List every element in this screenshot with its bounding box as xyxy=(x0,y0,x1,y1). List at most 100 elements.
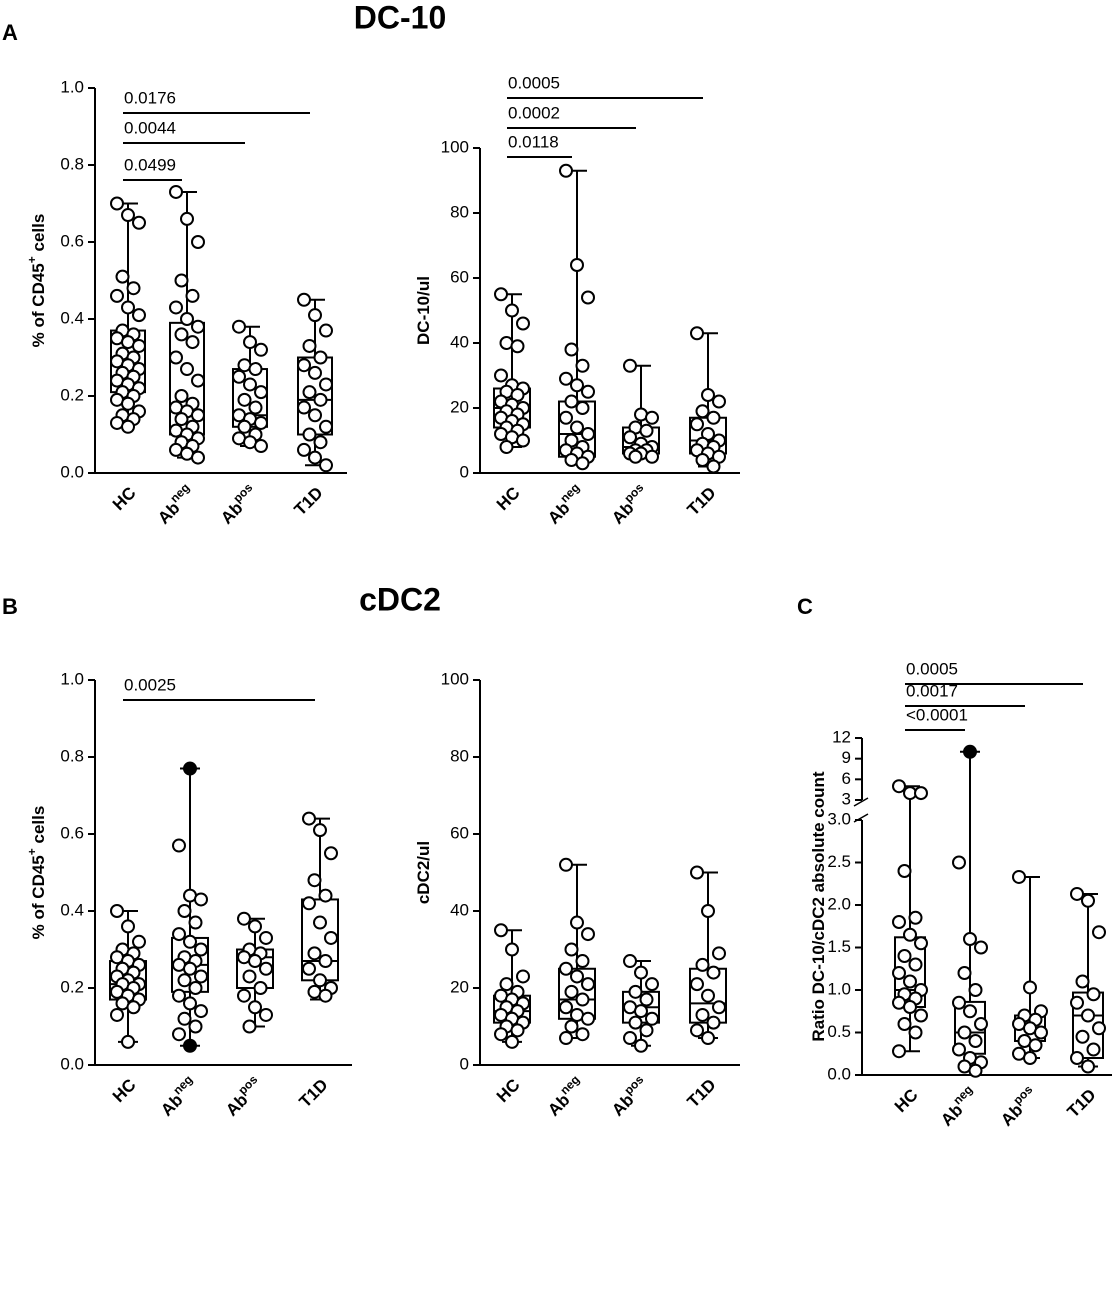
data-point xyxy=(581,977,595,992)
data-point xyxy=(701,904,715,918)
data-point xyxy=(248,362,263,377)
data-point xyxy=(623,358,637,373)
data-point xyxy=(1075,974,1090,989)
data-point-filled xyxy=(183,761,197,776)
significance-label: 0.0499 xyxy=(124,155,176,174)
x-tick-label: T1D xyxy=(1064,1086,1100,1122)
data-point xyxy=(695,1007,710,1022)
data-point xyxy=(308,365,322,380)
y-tick-label: 0 xyxy=(460,1054,469,1073)
data-point xyxy=(191,235,205,249)
data-point xyxy=(185,335,200,350)
data-point xyxy=(564,394,579,409)
data-point xyxy=(903,1000,917,1014)
data-point xyxy=(172,927,186,942)
data-point xyxy=(505,303,519,318)
data-point xyxy=(302,385,317,400)
data-point xyxy=(237,392,252,407)
data-point xyxy=(194,1004,208,1019)
x-tick-label: HC xyxy=(493,1076,524,1107)
significance-label: 0.0005 xyxy=(906,659,958,678)
data-point xyxy=(319,377,333,392)
data-point xyxy=(188,1019,203,1034)
data-point xyxy=(706,1015,721,1030)
data-point xyxy=(324,846,338,861)
data-point xyxy=(559,371,573,386)
data-point xyxy=(121,919,135,934)
data-point xyxy=(903,927,917,942)
panel-label: B xyxy=(2,594,18,619)
data-point xyxy=(564,1019,579,1034)
data-point xyxy=(242,969,257,984)
data-point xyxy=(313,973,327,988)
label-text: T1D xyxy=(684,1076,720,1112)
data-point xyxy=(701,388,715,402)
data-point xyxy=(254,439,268,454)
data-point xyxy=(564,942,579,957)
data-point xyxy=(313,350,328,365)
data-point xyxy=(318,988,333,1003)
data-point xyxy=(302,427,317,442)
y-tick-label: 100 xyxy=(441,137,469,156)
data-point xyxy=(701,1031,715,1046)
data-point xyxy=(1081,1059,1095,1074)
data-point xyxy=(1070,995,1084,1010)
y-tick-label: 100 xyxy=(441,669,469,688)
label-text: T1D xyxy=(684,484,720,520)
data-point xyxy=(903,974,917,989)
data-point xyxy=(559,1031,573,1046)
data-point xyxy=(892,1044,906,1059)
y-axis-label: Ratio DC-10/cDC2 absolute count xyxy=(809,771,828,1041)
data-point xyxy=(1092,1021,1106,1036)
data-point xyxy=(302,961,316,976)
data-point xyxy=(126,1000,141,1015)
data-point xyxy=(126,281,141,296)
y-tick-label: 0.0 xyxy=(60,462,84,481)
data-point xyxy=(963,932,977,946)
data-point xyxy=(892,779,906,794)
data-point xyxy=(185,288,200,303)
data-point xyxy=(974,1017,988,1031)
data-point xyxy=(701,988,715,1003)
data-point xyxy=(194,942,208,957)
data-point xyxy=(132,215,146,230)
y-tick-label: 6 xyxy=(842,769,851,788)
data-point xyxy=(690,1023,704,1038)
data-point xyxy=(570,420,584,435)
data-point xyxy=(237,419,252,434)
data-point xyxy=(516,316,530,331)
y-tick-label: 0.8 xyxy=(60,154,84,173)
axis-break xyxy=(853,797,869,807)
y-tick-label: 60 xyxy=(450,823,469,842)
data-point xyxy=(194,969,208,984)
data-point xyxy=(1034,1025,1048,1040)
y-axis-label: cDC2/ul xyxy=(414,841,433,904)
data-point xyxy=(634,1004,648,1019)
data-point xyxy=(172,988,186,1003)
data-point xyxy=(559,961,573,976)
data-point xyxy=(180,312,194,326)
data-point xyxy=(628,449,643,464)
x-tick-label: Abneg xyxy=(541,1073,589,1121)
data-point xyxy=(248,919,262,934)
data-point xyxy=(695,957,710,972)
data-point xyxy=(706,410,721,425)
data-point xyxy=(191,408,205,423)
data-point xyxy=(897,1017,912,1031)
data-point xyxy=(1092,925,1106,940)
data-point xyxy=(242,1019,257,1034)
data-point xyxy=(570,915,584,930)
data-point xyxy=(952,995,966,1010)
label-text: DC-10/ul xyxy=(414,276,433,345)
data-point xyxy=(623,954,637,969)
data-point xyxy=(690,326,704,341)
data-point xyxy=(313,392,328,407)
data-point xyxy=(575,1027,590,1042)
data-point xyxy=(897,949,912,963)
data-point xyxy=(121,1034,135,1049)
y-tick-label: 1.0 xyxy=(827,979,851,998)
y-tick-label: 3 xyxy=(842,789,851,808)
data-point xyxy=(188,981,203,995)
data-point xyxy=(516,433,530,448)
significance-label: 0.0044 xyxy=(124,118,176,137)
